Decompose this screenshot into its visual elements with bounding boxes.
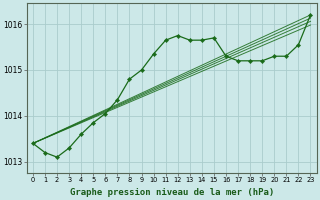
- X-axis label: Graphe pression niveau de la mer (hPa): Graphe pression niveau de la mer (hPa): [69, 188, 274, 197]
